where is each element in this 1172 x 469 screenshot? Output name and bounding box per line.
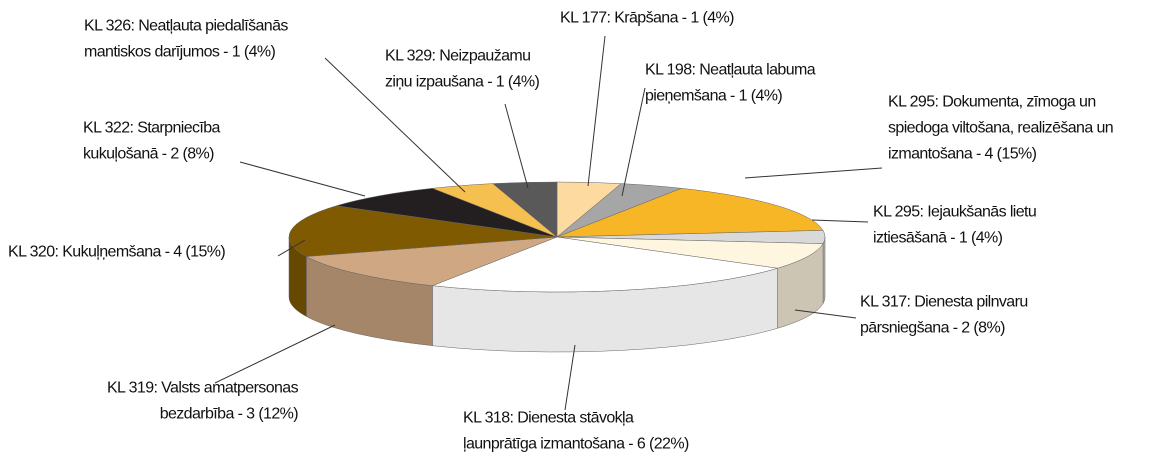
slice-label: kukuļošanā - 2 (8%) bbox=[83, 145, 214, 162]
slice-label: spiedoga viltošana, realizēšana un bbox=[888, 119, 1113, 136]
slice-label: KL 318: Dienesta stāvokļa bbox=[463, 409, 634, 426]
slice-label: pārsniegšana - 2 (8%) bbox=[860, 319, 1005, 336]
slice-label: KL 177: Krāpšana - 1 (4%) bbox=[560, 9, 734, 26]
slice-side bbox=[822, 236, 826, 305]
slice bbox=[336, 188, 558, 238]
slice bbox=[305, 236, 558, 286]
slice bbox=[492, 181, 558, 238]
leader-line bbox=[621, 87, 646, 197]
slice bbox=[556, 188, 824, 238]
slice bbox=[432, 236, 778, 293]
slice-label: KL 319: Valsts amatpersonas bbox=[107, 379, 299, 396]
slice-label: iztiesāšanā - 1 (4%) bbox=[873, 229, 1003, 246]
leader-line bbox=[324, 57, 466, 193]
leader-line bbox=[794, 309, 857, 319]
leader-line bbox=[744, 167, 883, 179]
slice-label: KL 322: Starpniecība bbox=[83, 119, 221, 136]
slice-label: KL 198: Neatļauta labuma bbox=[645, 61, 816, 78]
slice-label: mantiskos darījumos - 1 (4%) bbox=[84, 43, 276, 60]
leader-line bbox=[214, 324, 336, 384]
slice bbox=[288, 205, 558, 257]
slice-label: izmantošana - 4 (15%) bbox=[888, 145, 1037, 162]
leader-line bbox=[277, 239, 306, 257]
slice bbox=[556, 236, 824, 269]
slice-label: ziņu izpaušana - 1 (4%) bbox=[385, 73, 540, 90]
slice-label: ļaunprātīga izmantošana - 6 (22%) bbox=[463, 435, 689, 452]
leader-line bbox=[239, 161, 366, 197]
leader-line bbox=[564, 344, 576, 411]
slice-label: pieņemšana - 1 (4%) bbox=[645, 87, 782, 104]
slice-label: KL 326: Neatļauta piedalīšanās bbox=[84, 17, 288, 34]
slice-label: KL 329: Neizpaužamu bbox=[385, 47, 530, 64]
slice-label: KL 295: Dokumenta, zīmoga un bbox=[888, 93, 1096, 110]
slice-label: KL 317: Dienesta pilnvaru bbox=[860, 293, 1028, 310]
slice-label: bezdarbība - 3 (12%) bbox=[160, 405, 299, 422]
leader-line bbox=[811, 219, 869, 223]
leader-line bbox=[504, 103, 529, 189]
leader-line bbox=[587, 35, 606, 187]
slice-label: KL 320: Kukuļņemšana - 4 (15%) bbox=[8, 243, 225, 260]
slice-label: KL 295: Iejaukšanās lietu bbox=[873, 203, 1036, 220]
